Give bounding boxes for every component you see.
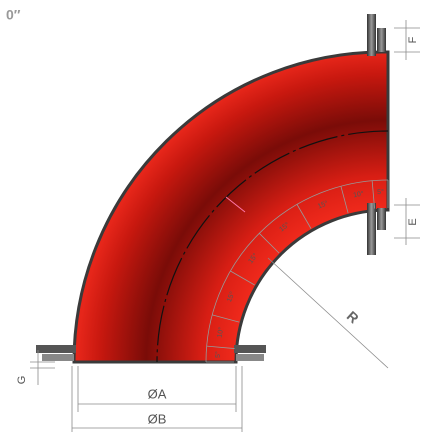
angle-tick [206,345,235,349]
angle-tick [340,186,349,214]
dim-g: G [16,376,28,385]
angle-tick [230,270,255,286]
dimension-lines [30,20,420,432]
angle-label: 10° [216,326,226,338]
dim-e: E [407,218,419,225]
dim-r: R [344,308,362,327]
angle-tick [259,233,280,254]
inner-marker [225,196,246,213]
flanges [36,14,386,361]
angle-label: 5° [377,188,384,196]
angle-scale: 5°10°15°15°15°15°10°5° [205,179,389,363]
dim-f: F [407,36,419,43]
angle-tick [371,180,375,209]
angle-arc [205,179,389,363]
dim-b: ØB [148,411,167,426]
angle-label: 5° [214,351,222,358]
center-line [156,130,389,363]
dim-a: ØA [148,386,167,401]
angle-label: 10° [353,190,365,200]
angle-tick [296,204,312,229]
angle-label: 15° [316,199,329,211]
title: 0″ [6,7,21,23]
pipe-body [72,50,390,364]
angle-tick [212,314,240,323]
angle-label: 15° [225,290,237,303]
